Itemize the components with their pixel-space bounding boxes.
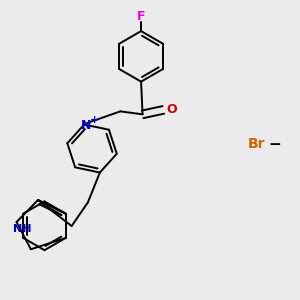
Text: NH: NH [13, 224, 32, 235]
Text: Br: Br [248, 137, 266, 151]
Text: F: F [137, 10, 145, 23]
Text: O: O [167, 103, 177, 116]
Text: −: − [268, 136, 281, 152]
Text: N: N [80, 119, 91, 132]
Text: +: + [89, 115, 99, 125]
